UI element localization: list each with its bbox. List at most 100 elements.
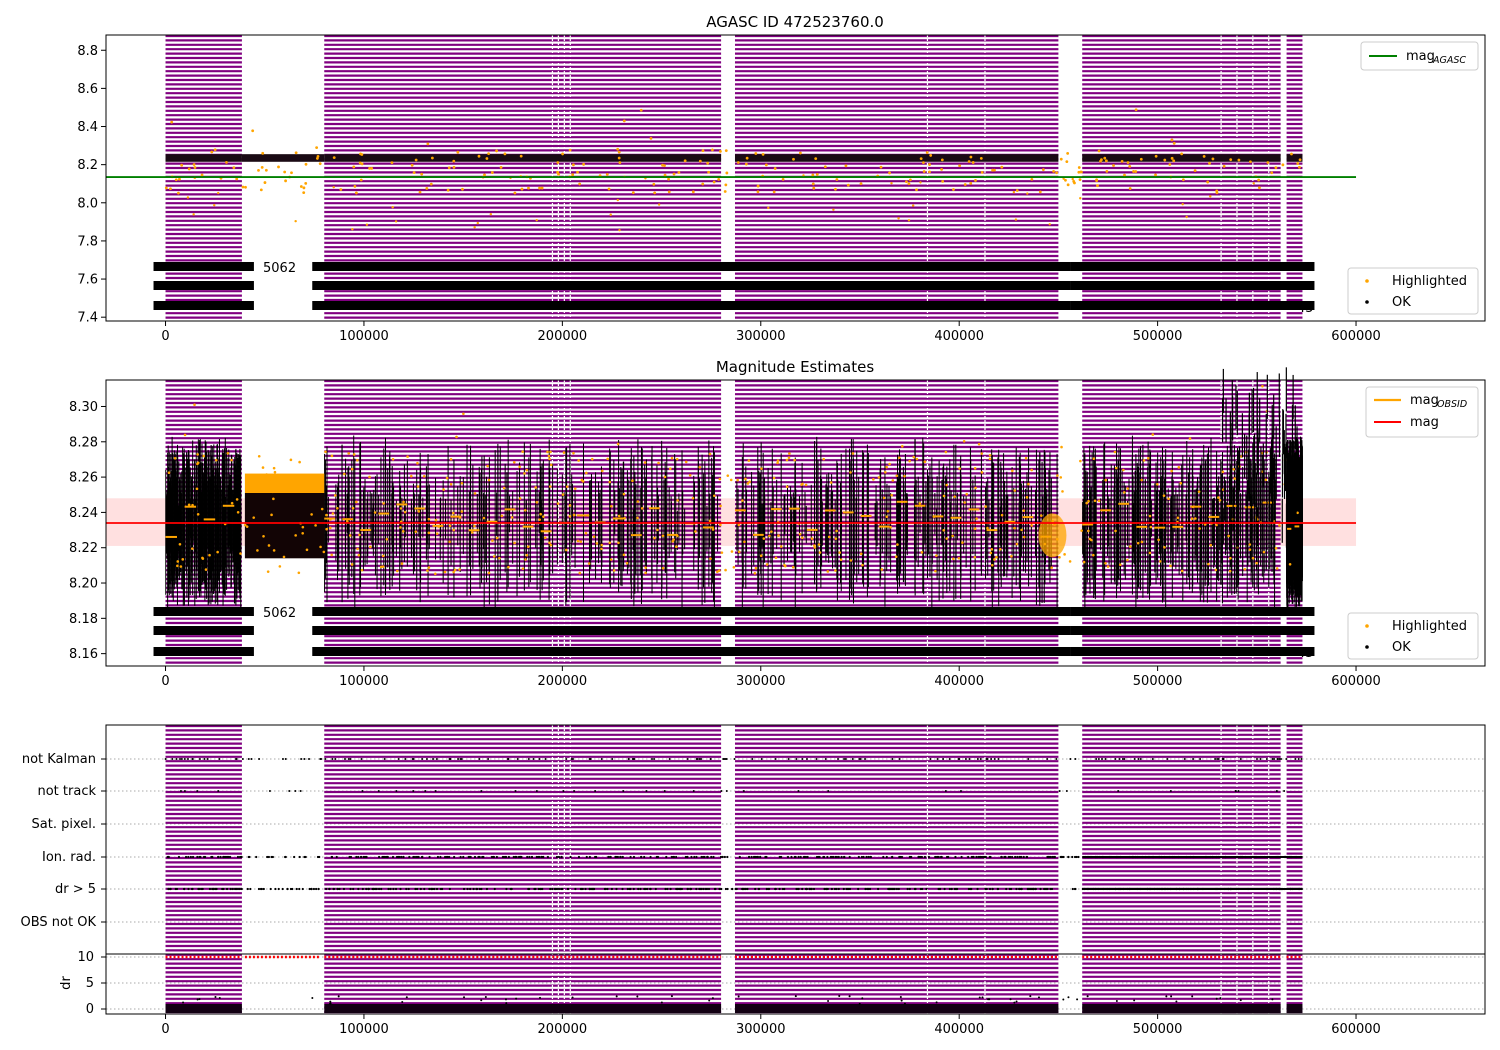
highlighted-point — [934, 569, 937, 573]
flag-point — [421, 758, 424, 760]
highlighted-point — [316, 154, 320, 158]
highlighted-point — [525, 468, 529, 472]
flag-point — [989, 855, 992, 859]
flag-point — [183, 790, 186, 792]
highlighted-point — [394, 220, 398, 223]
highlighted-point — [283, 170, 287, 174]
flag-point — [725, 758, 728, 760]
highlighted-point — [737, 523, 741, 527]
flag-point — [653, 758, 656, 760]
flag-point — [900, 855, 904, 859]
dr-low-points — [1082, 1004, 1281, 1013]
flag-point — [802, 855, 806, 859]
highlighted-point — [1128, 545, 1132, 548]
flag-point — [312, 887, 316, 891]
highlighted-point — [669, 467, 672, 471]
highlighted-point — [1193, 169, 1197, 173]
flag-point — [365, 887, 368, 891]
flag-point — [621, 855, 624, 859]
panel-flags: not Kalman not track Sat. pixel. Ion. ra… — [21, 724, 1486, 1037]
flag-point — [514, 855, 517, 859]
highlighted-point — [963, 183, 967, 186]
highlighted-point — [772, 476, 776, 480]
flag-point — [435, 887, 439, 891]
highlighted-point — [310, 513, 313, 516]
highlighted-point — [798, 532, 802, 536]
flag-point — [349, 758, 352, 760]
highlighted-point — [453, 568, 457, 572]
highlighted-point — [811, 173, 815, 177]
highlighted-point — [302, 186, 306, 190]
flag-point — [738, 855, 741, 859]
highlighted-point — [538, 186, 541, 190]
highlighted-point — [351, 228, 354, 231]
flag-point — [228, 855, 232, 859]
highlighted-point — [579, 540, 583, 543]
flag-point — [382, 855, 385, 859]
dr-point — [504, 998, 507, 1001]
flag-point — [1065, 790, 1068, 792]
flag-point — [959, 790, 962, 792]
highlighted-point — [618, 228, 621, 232]
flag-point — [622, 790, 625, 792]
obsid-label-row — [1274, 281, 1315, 290]
highlighted-point — [888, 462, 891, 466]
highlighted-point — [322, 550, 326, 554]
flag-point — [428, 855, 431, 859]
highlighted-point — [513, 191, 517, 195]
flag-point — [219, 855, 222, 859]
highlighted-point — [622, 553, 626, 557]
flag-point — [650, 758, 653, 760]
highlighted-point — [788, 452, 791, 455]
flag-point — [835, 887, 838, 891]
flag-point — [818, 855, 821, 859]
dr-point — [848, 995, 851, 998]
flag-point — [783, 887, 786, 891]
dr-point — [329, 1002, 332, 1005]
highlighted-point — [811, 182, 815, 186]
flag-point — [786, 855, 790, 859]
highlighted-point — [1275, 567, 1279, 570]
highlighted-point — [622, 119, 626, 123]
highlighted-point — [325, 513, 328, 517]
flag-point — [1074, 758, 1077, 760]
flag-point — [448, 855, 451, 859]
flag-point — [742, 790, 745, 792]
flag-point — [936, 855, 939, 859]
highlighted-point — [473, 226, 476, 229]
dr-point — [794, 995, 797, 998]
highlighted-point — [187, 503, 191, 507]
highlighted-point — [173, 457, 177, 460]
legend-label-ok-2: OK — [1392, 640, 1411, 655]
highlighted-point — [350, 563, 354, 566]
x-tick-label: 0 — [161, 329, 169, 344]
highlighted-point — [636, 500, 640, 503]
highlighted-point — [1172, 141, 1176, 145]
ok-points-cluster — [1286, 154, 1303, 162]
flag-point — [397, 758, 400, 760]
highlighted-point — [915, 457, 919, 461]
highlighted-point — [381, 565, 385, 568]
y-tick-label: 8.30 — [69, 400, 98, 415]
chart-title-2: Magnitude Estimates — [716, 358, 874, 376]
flag-point — [1073, 855, 1077, 859]
highlighted-point — [489, 213, 493, 216]
dr-point — [903, 1002, 906, 1005]
highlighted-point — [192, 213, 195, 216]
highlighted-point — [178, 543, 182, 546]
highlighted-point — [643, 461, 647, 464]
flag-point — [927, 855, 931, 859]
flag-point — [920, 855, 923, 859]
dr-point — [981, 996, 984, 999]
flag-point — [1055, 758, 1058, 760]
highlighted-point — [1040, 514, 1043, 517]
highlighted-point — [971, 161, 975, 164]
flag-point — [171, 758, 174, 760]
flag-point — [191, 887, 194, 891]
highlighted-point — [245, 489, 249, 492]
flag-point — [551, 887, 554, 891]
highlighted-point — [1077, 166, 1081, 169]
legend-label-ok: OK — [1392, 295, 1411, 310]
highlighted-point — [356, 547, 359, 551]
